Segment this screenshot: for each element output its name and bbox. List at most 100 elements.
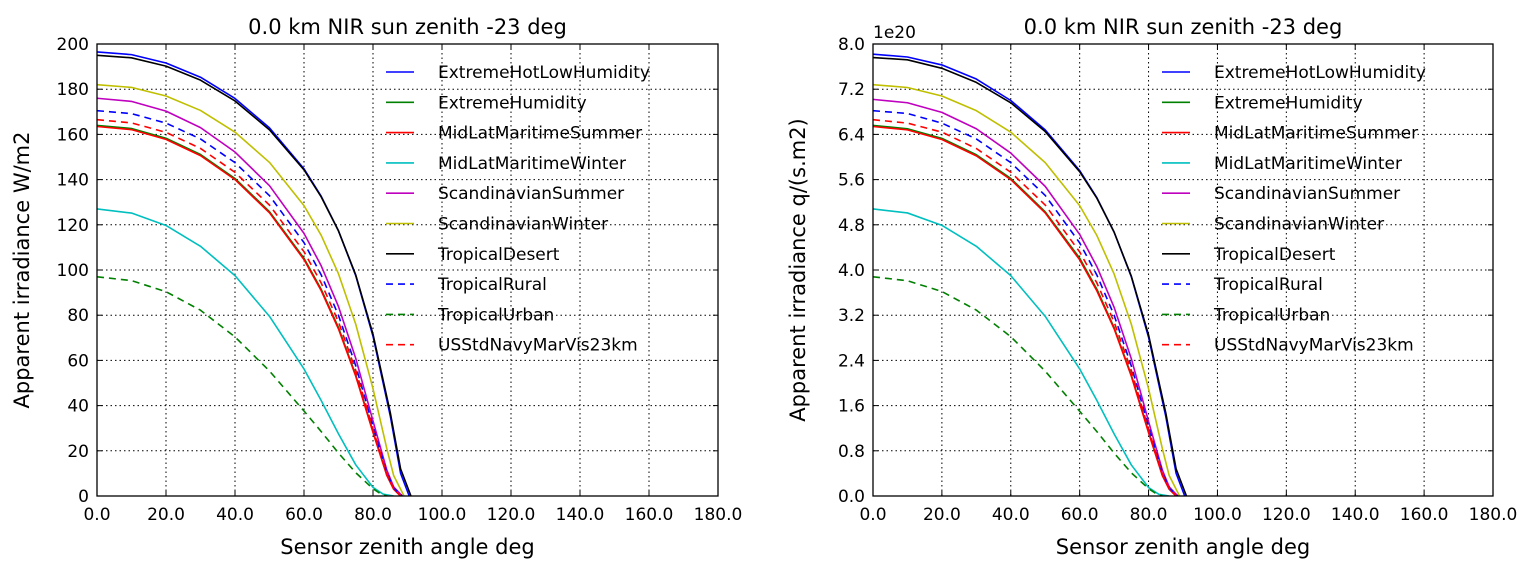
y-tick-label: 20 [67,442,89,462]
x-tick-label: 40.0 [992,505,1030,525]
series-line-usstdnavymarvis23km [873,118,1177,496]
y-tick-label: 3.2 [838,306,865,326]
legend-label: ScandinavianWinter [438,215,608,235]
y-tick-label: 60 [67,351,89,371]
legend-label: ExtremeHotLowHumidity [1214,63,1426,83]
series-line-midlatmaritimewinter [97,208,394,496]
legend-label: ScandinavianWinter [1214,215,1384,235]
x-tick-label: 120.0 [487,505,536,525]
legend-label: TropicalRural [437,275,547,295]
series-line-scandinaviansummer [873,98,1179,496]
series-line-tropicalrural [873,109,1179,496]
y-tick-label: 0.0 [838,487,865,507]
y-axis-label: Apparent irradiance W/m2 [10,132,34,409]
x-tick-label: 40.0 [216,505,254,525]
legend-label: ExtremeHotLowHumidity [438,63,650,83]
legend-label: ScandinavianSummer [438,184,624,204]
y-tick-label: 40 [67,397,89,417]
y-offset-label: 1e20 [873,23,916,43]
x-tick-label: 20.0 [923,505,961,525]
x-axis: 0.0 20.0 40.0 60.0 80.0 100.0 120.0 140.0 160.0 1… [83,44,742,525]
legend-label: TropicalUrban [437,305,554,325]
legend-label: MidLatMaritimeWinter [1214,154,1402,174]
x-axis-label: Sensor zenith angle deg [280,535,534,559]
series-line-extremehotlowhumidity [873,53,1186,496]
grid [97,44,718,496]
series-line-midlatmaritimesummer [97,125,402,496]
legend: ExtremeHotLowHumidity ExtremeHumidity MidL… [386,63,650,356]
y-tick-label: 100 [57,261,89,281]
y-tick-label: 7.2 [838,80,865,100]
series-line-scandinavianwinter [873,83,1181,496]
legend-label: MidLatMaritimeSummer [1214,124,1418,144]
x-axis: 0.0 20.0 40.0 60.0 80.0 100.0 120.0 140.0 160.0 1… [859,44,1517,525]
y-axis: 0 20 40 60 80 100 120 140 160 180 200 [57,35,718,507]
y-tick-label: 200 [57,35,89,55]
grid [873,44,1493,496]
y-tick-label: 1.6 [838,397,865,417]
x-axis-label: Sensor zenith angle deg [1056,535,1310,559]
series-line-tropicaldesert [97,54,412,496]
x-tick-label: 0.0 [859,505,886,525]
series-line-tropicalrural [97,109,403,496]
y-axis-label: Apparent irradiance q/(s.m2) [786,118,810,422]
series-line-usstdnavymarvis23km [97,118,402,496]
legend-label: ScandinavianSummer [1214,184,1400,204]
y-axis: 0.0 0.8 1.6 2.4 3.2 4.0 4.8 5.6 6.4 7.2 8.0 [838,35,1493,507]
x-tick-label: 80.0 [1130,505,1168,525]
panel-irradiance: 0.0 20.0 40.0 60.0 80.0 100.0 120.0 140.0 160.0 1… [10,15,742,559]
series-group [873,53,1188,496]
series-line-extremehotlowhumidity [97,51,410,496]
chart-title: 0.0 km NIR sun zenith -23 deg [1024,15,1343,39]
x-tick-label: 160.0 [1400,505,1449,525]
legend-label: ExtremeHumidity [1214,93,1363,113]
series-group [97,51,412,496]
x-tick-label: 120.0 [1262,505,1311,525]
chart-title: 0.0 km NIR sun zenith -23 deg [248,15,567,39]
x-tick-label: 140.0 [1331,505,1380,525]
series-line-scandinavianwinter [97,83,405,496]
y-tick-label: 5.6 [838,171,865,191]
series-line-tropicalurban [97,275,388,496]
y-tick-label: 80 [67,306,89,326]
legend-label: USStdNavyMarVis23km [1214,336,1414,356]
legend-label: TropicalUrban [1213,305,1330,325]
series-line-extremehumidity [873,124,1177,496]
y-tick-label: 4.0 [838,261,865,281]
y-tick-label: 8.0 [838,35,865,55]
legend-label: ExtremeHumidity [438,93,587,113]
x-tick-label: 60.0 [1061,505,1099,525]
x-tick-label: 100.0 [1193,505,1242,525]
legend-label: MidLatMaritimeSummer [438,124,642,144]
series-line-midlatmaritimesummer [873,125,1177,496]
x-tick-label: 80.0 [354,505,392,525]
series-line-tropicalurban [873,275,1163,496]
y-tick-label: 2.4 [838,351,865,371]
x-tick-label: 0.0 [83,505,110,525]
series-line-midlatmaritimewinter [873,208,1170,496]
x-tick-label: 160.0 [625,505,674,525]
y-tick-label: 140 [57,171,89,191]
x-tick-label: 180.0 [694,505,743,525]
series-line-scandinaviansummer [97,97,403,496]
legend-label: TropicalDesert [437,245,560,265]
x-tick-label: 60.0 [285,505,323,525]
series-line-extremehumidity [97,124,402,496]
x-tick-label: 140.0 [556,505,605,525]
legend-label: TropicalDesert [1213,245,1336,265]
x-tick-label: 20.0 [147,505,185,525]
legend-label: TropicalRural [1213,275,1323,295]
series-line-tropicaldesert [873,56,1188,496]
y-tick-label: 0 [78,487,89,507]
y-tick-label: 0.8 [838,442,865,462]
y-tick-label: 6.4 [838,125,865,145]
legend-label: USStdNavyMarVis23km [438,336,638,356]
y-tick-label: 4.8 [838,216,865,236]
x-tick-label: 180.0 [1469,505,1518,525]
legend-label: MidLatMaritimeWinter [438,154,626,174]
y-tick-label: 180 [57,80,89,100]
panel-quanta: 0.0 20.0 40.0 60.0 80.0 100.0 120.0 140.0 160.0 1… [786,15,1517,559]
y-tick-label: 160 [57,125,89,145]
y-tick-label: 120 [57,216,89,236]
